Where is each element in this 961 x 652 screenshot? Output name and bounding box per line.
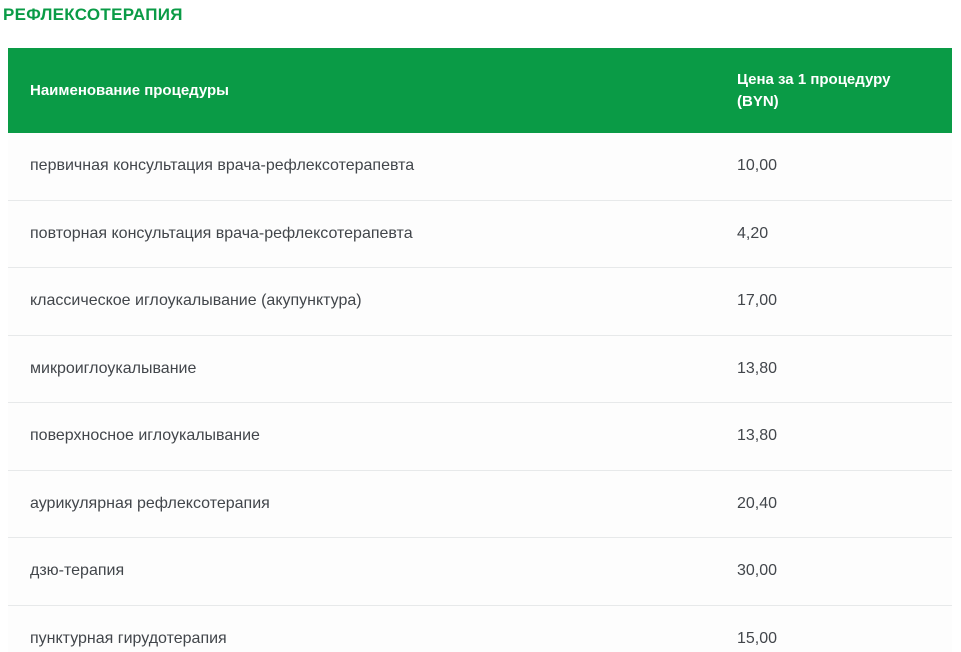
column-header-price: Цена за 1 процедуру (BYN) xyxy=(737,70,891,110)
table-row: пунктурная гирудотерапия 15,00 xyxy=(8,605,952,652)
procedure-name-cell: поверхносное иглоукалывание xyxy=(30,427,260,445)
table-row: повторная консультация врача-рефлексотер… xyxy=(8,200,952,268)
column-header-procedure-name: Наименование процедуры xyxy=(30,81,229,99)
table-row: микроиглоукалывание 13,80 xyxy=(8,335,952,403)
price-cell: 13,80 xyxy=(737,427,778,445)
price-cell: 13,80 xyxy=(737,359,778,377)
price-cell: 4,20 xyxy=(737,224,769,242)
procedure-name-cell: первичная консультация врача-рефлексотер… xyxy=(30,157,415,175)
procedure-name-cell: пунктурная гирудотерапия xyxy=(30,629,227,647)
price-table: Наименование процедуры Цена за 1 процеду… xyxy=(8,48,952,652)
procedure-name-cell: классическое иглоукалывание (акупунктура… xyxy=(30,292,362,310)
page-title: РЕФЛЕКСОТЕРАПИЯ xyxy=(3,5,183,24)
procedure-name-cell: дзю-терапия xyxy=(30,562,125,580)
table-body: первичная консультация врача-рефлексотер… xyxy=(8,133,952,652)
price-cell: 10,00 xyxy=(737,157,778,175)
price-cell: 20,40 xyxy=(737,494,778,512)
table-row: аурикулярная рефлексотерапия 20,40 xyxy=(8,470,952,538)
table-row: первичная консультация врача-рефлексотер… xyxy=(8,133,952,201)
procedure-name-cell: аурикулярная рефлексотерапия xyxy=(30,494,270,512)
price-cell: 30,00 xyxy=(737,562,778,580)
table-row: дзю-терапия 30,00 xyxy=(8,538,952,606)
price-cell: 15,00 xyxy=(737,629,778,647)
table-row: поверхносное иглоукалывание 13,80 xyxy=(8,403,952,471)
procedure-name-cell: микроиглоукалывание xyxy=(30,359,197,377)
table-header-row: Наименование процедуры Цена за 1 процеду… xyxy=(8,48,952,133)
procedure-name-cell: повторная консультация врача-рефлексотер… xyxy=(30,224,413,242)
price-cell: 17,00 xyxy=(737,292,778,310)
table-row: классическое иглоукалывание (акупунктура… xyxy=(8,268,952,336)
